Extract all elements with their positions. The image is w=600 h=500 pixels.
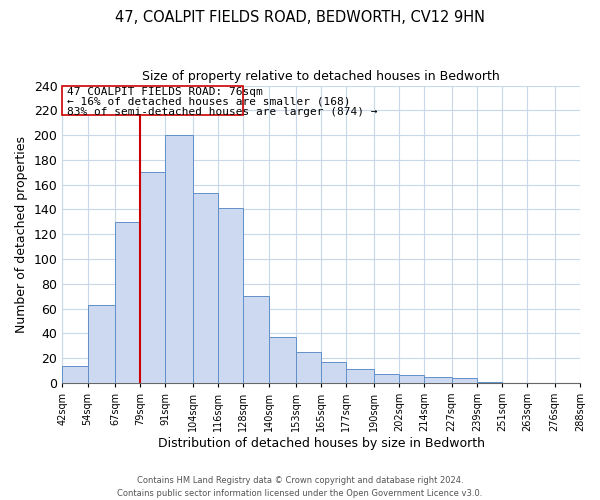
Bar <box>166 135 193 383</box>
Bar <box>193 194 218 383</box>
Text: 47, COALPIT FIELDS ROAD, BEDWORTH, CV12 9HN: 47, COALPIT FIELDS ROAD, BEDWORTH, CV12 … <box>115 10 485 25</box>
Text: ← 16% of detached houses are smaller (168): ← 16% of detached houses are smaller (16… <box>67 96 350 106</box>
Text: 47 COALPIT FIELDS ROAD: 76sqm: 47 COALPIT FIELDS ROAD: 76sqm <box>67 87 262 97</box>
Bar <box>115 222 140 383</box>
Bar <box>269 337 296 383</box>
Bar <box>296 352 321 383</box>
Title: Size of property relative to detached houses in Bedworth: Size of property relative to detached ho… <box>142 70 500 83</box>
Bar <box>452 378 477 383</box>
Bar <box>62 366 88 383</box>
Bar <box>218 208 243 383</box>
Bar <box>321 362 346 383</box>
Text: 83% of semi-detached houses are larger (874) →: 83% of semi-detached houses are larger (… <box>67 106 377 117</box>
Text: Contains HM Land Registry data © Crown copyright and database right 2024.
Contai: Contains HM Land Registry data © Crown c… <box>118 476 482 498</box>
Bar <box>374 374 399 383</box>
Bar <box>424 376 452 383</box>
Bar <box>243 296 269 383</box>
FancyBboxPatch shape <box>62 86 243 116</box>
X-axis label: Distribution of detached houses by size in Bedworth: Distribution of detached houses by size … <box>158 437 485 450</box>
Bar <box>140 172 166 383</box>
Y-axis label: Number of detached properties: Number of detached properties <box>15 136 28 332</box>
Bar <box>346 370 374 383</box>
Bar <box>399 376 424 383</box>
Bar <box>88 305 115 383</box>
Bar <box>477 382 502 383</box>
